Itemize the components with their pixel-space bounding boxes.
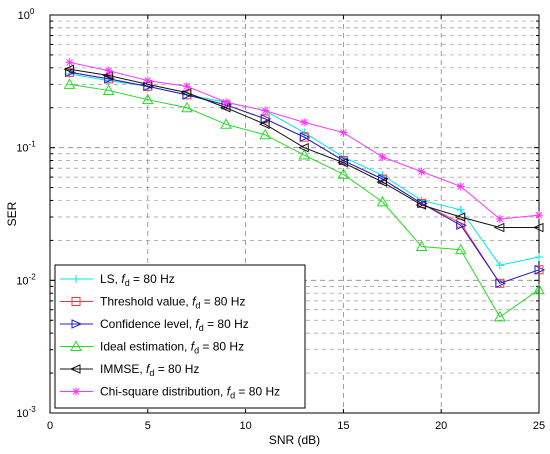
triangle-right-marker	[260, 114, 272, 124]
triangle-right-marker	[71, 319, 83, 329]
x-tick-label: 20	[435, 420, 447, 432]
legend-label: LS, fd = 80 Hz	[100, 272, 175, 288]
star-marker	[72, 387, 80, 396]
triangle-up-marker	[298, 149, 311, 160]
star-marker	[417, 167, 426, 176]
y-tick-label: 10-2	[16, 272, 36, 287]
series-line	[69, 83, 540, 318]
triangle-left-marker	[298, 142, 309, 153]
star-marker	[495, 214, 504, 223]
star-marker	[65, 58, 74, 67]
series-3	[63, 78, 545, 322]
triangle-left-marker	[258, 119, 270, 130]
x-tick-label: 10	[239, 420, 251, 432]
legend-label: Ideal estimation, fd = 80 Hz	[100, 340, 244, 356]
star-marker	[143, 76, 152, 85]
y-tick-label: 10-3	[16, 405, 36, 420]
x-tick-label: 0	[47, 420, 53, 432]
plus-marker	[456, 205, 465, 214]
triangle-left-marker	[376, 177, 388, 187]
legend-label: IMMSE, fd = 80 Hz	[100, 362, 199, 378]
triangle-left-marker	[63, 64, 75, 75]
triangle-right-marker	[495, 278, 507, 289]
legend-label: Threshold value, fd = 80 Hz	[100, 295, 245, 311]
triangle-right-marker	[456, 220, 467, 231]
star-marker	[339, 128, 348, 137]
triangle-left-marker	[454, 212, 466, 222]
triangle-up-marker	[494, 310, 506, 322]
triangle-up-marker	[141, 93, 154, 105]
triangle-left-marker	[180, 87, 192, 98]
triangle-up-marker	[415, 240, 428, 251]
star-marker	[378, 153, 387, 162]
triangle-left-marker	[493, 222, 505, 233]
x-tick-label: 15	[337, 420, 349, 432]
star-marker	[535, 211, 543, 220]
triangle-up-marker	[259, 128, 272, 140]
triangle-right-marker	[104, 74, 115, 84]
plus-marker	[495, 261, 504, 270]
plus-marker	[72, 275, 80, 283]
triangle-up-marker	[533, 283, 545, 295]
legend-label: Confidence level, fd = 80 Hz	[100, 317, 249, 333]
triangle-up-marker	[337, 168, 350, 179]
triangle-right-marker	[299, 132, 311, 142]
triangle-left-marker	[69, 364, 81, 374]
legend: LS, fd = 80 Hz Threshold value, fd = 80 H…	[54, 264, 306, 409]
triangle-left-marker	[337, 157, 348, 168]
star-marker	[182, 82, 191, 91]
series-5	[65, 58, 543, 223]
x-axis-label: SNR (dB)	[269, 433, 320, 447]
star-marker	[104, 66, 113, 75]
y-axis-label: SER	[5, 201, 19, 226]
square-marker	[71, 297, 81, 306]
triangle-right-marker	[378, 174, 389, 184]
star-marker	[456, 182, 465, 191]
triangle-up-marker	[454, 243, 467, 255]
triangle-up-marker	[63, 78, 76, 89]
triangle-up-marker	[102, 84, 115, 95]
x-tick-label: 5	[145, 420, 151, 432]
legend-label: Chi-square distribution, fd = 80 Hz	[100, 385, 280, 401]
triangle-right-marker	[534, 265, 546, 275]
star-marker	[222, 98, 231, 107]
star-marker	[300, 118, 309, 127]
triangle-up-marker	[220, 118, 232, 129]
triangle-up-marker	[70, 340, 82, 351]
legend-box	[54, 264, 306, 409]
triangle-up-marker	[376, 195, 389, 207]
series-layer	[63, 58, 546, 322]
y-tick-label: 10-1	[16, 140, 36, 155]
plus-marker	[535, 252, 543, 261]
triangle-right-marker	[65, 67, 76, 78]
triangle-left-marker	[532, 222, 544, 233]
triangle-left-marker	[415, 200, 427, 210]
triangle-up-marker	[181, 101, 193, 113]
star-marker	[261, 106, 270, 115]
x-tick-label: 25	[533, 420, 545, 432]
y-tick-label: 100	[18, 7, 35, 22]
